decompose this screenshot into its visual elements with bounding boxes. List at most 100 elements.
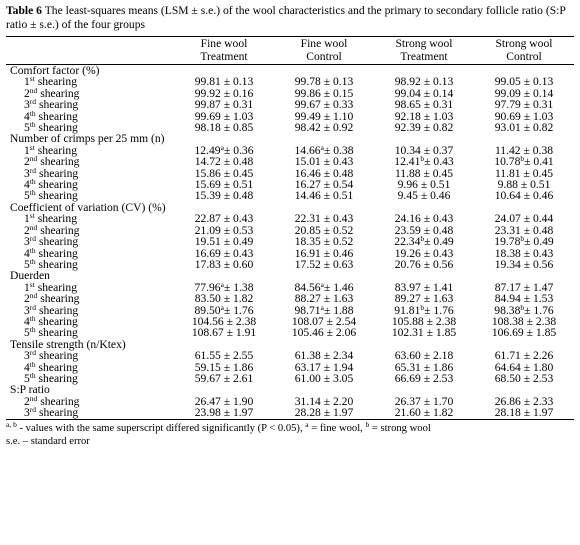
table-cell: 91.81b± 1.76 <box>394 302 454 317</box>
table-cell: 108.38 ± 2.38 <box>491 314 557 328</box>
section-row: Comfort factor (%) <box>6 65 574 77</box>
row-label: 1st shearing <box>24 142 77 157</box>
table-cell: 19.78b± 0.49 <box>494 234 554 249</box>
row-label: 5th shearing <box>24 370 78 385</box>
table-cell: 14.66a± 0.38 <box>294 142 354 157</box>
table-cell: 99.92 ± 0.16 <box>194 86 254 100</box>
table-cell: 17.83 ± 0.60 <box>194 257 254 271</box>
table-cell: 98.65 ± 0.31 <box>394 98 454 112</box>
table-cell: 61.71 ± 2.26 <box>494 349 554 363</box>
row-label: 3rd shearing <box>24 97 79 112</box>
row-label: 4th shearing <box>24 359 78 374</box>
table-cell: 92.39 ± 0.82 <box>394 121 454 135</box>
header-strong-treatment: Strong wool Treatment <box>374 36 474 65</box>
table-cell: 28.18 ± 1.97 <box>474 407 574 420</box>
table-cell: 98.42 ± 0.92 <box>294 121 354 135</box>
section-title: Number of crimps per 25 mm (n) <box>10 132 165 146</box>
table-cell: 65.31 ± 1.86 <box>394 360 454 374</box>
table-cell: 9.96 ± 0.51 <box>397 178 451 192</box>
table-cell: 89.27 ± 1.63 <box>394 292 454 306</box>
row-label: 4th shearing <box>24 108 78 123</box>
table-row: 3rd shearing 23.98 ± 1.97 28.28 ± 1.97 21.6… <box>6 406 574 420</box>
table-cell: 90.69 ± 1.03 <box>494 109 554 123</box>
section-title: S:P ratio <box>10 383 50 397</box>
table-cell: 77.96a± 1.38 <box>194 279 254 294</box>
row-label: 3rd shearing <box>24 165 79 180</box>
table-cell: 108.07 ± 2.54 <box>291 314 357 328</box>
row-label: 5th shearing <box>24 188 78 203</box>
table-cell: 105.46 ± 2.06 <box>291 326 357 340</box>
table-cell: 12.49a± 0.36 <box>194 142 254 157</box>
table-row: 3rd shearing 61.55 ± 2.55 61.38 ± 2.34 63.6… <box>6 348 574 363</box>
table-cell: 12.41b± 0.43 <box>394 154 454 169</box>
table-cell: 19.34 ± 0.56 <box>494 257 554 271</box>
table-cell: 99.67 ± 0.33 <box>294 98 354 112</box>
footnote-se: s.e. – standard error <box>6 435 90 447</box>
table-cell: 88.27 ± 1.63 <box>294 292 354 306</box>
table-cell: 24.07 ± 0.44 <box>494 212 554 226</box>
table-cell: 10.34 ± 0.37 <box>394 143 454 157</box>
table-cell: 104.56 ± 2.38 <box>191 314 257 328</box>
table-cell: 23.31 ± 0.48 <box>494 223 554 237</box>
table-cell: 68.50 ± 2.53 <box>494 371 554 385</box>
table-cell: 28.28 ± 1.97 <box>274 407 374 420</box>
table-cell: 16.91 ± 0.46 <box>294 246 354 260</box>
table-cell: 26.47 ± 1.90 <box>194 394 254 408</box>
row-label: 2nd shearing <box>24 222 80 237</box>
table-cell: 16.46 ± 0.48 <box>294 166 354 180</box>
table-cell: 20.85 ± 0.52 <box>294 223 354 237</box>
table-cell: 17.52 ± 0.63 <box>294 257 354 271</box>
table-row: 5th shearing 15.39 ± 0.48 14.46 ± 0.51 9.45… <box>6 188 574 203</box>
table-row: 4th shearing 59.15 ± 1.86 63.17 ± 1.94 65.3… <box>6 359 574 374</box>
results-table: Fine wool Treatment Fine wool Control Stro… <box>6 36 574 420</box>
table-cell: 14.72 ± 0.48 <box>194 155 254 169</box>
table-cell: 61.55 ± 2.55 <box>194 349 254 363</box>
table-cell: 15.01 ± 0.43 <box>294 155 354 169</box>
table-cell: 98.18 ± 0.85 <box>194 121 254 135</box>
table-cell: 92.18 ± 1.03 <box>394 109 454 123</box>
table-row: 5th shearing 59.67 ± 2.61 61.00 ± 3.05 66.6… <box>6 370 574 385</box>
table-cell: 105.88 ± 2.38 <box>391 314 457 328</box>
table-row: 4th shearing 104.56 ± 2.38 108.07 ± 2.54 10… <box>6 313 574 328</box>
row-label: 5th shearing <box>24 325 78 340</box>
table-label: Table 6 <box>6 4 42 17</box>
table-cell: 15.69 ± 0.51 <box>194 178 254 192</box>
table-cell: 10.78b± 0.41 <box>494 154 554 169</box>
row-label: 3rd shearing <box>24 348 79 363</box>
table-cell: 99.05 ± 0.13 <box>494 75 554 89</box>
table-row: 3rd shearing 89.50a± 1.76 98.71a± 1.88 91.8… <box>6 302 574 317</box>
table-cell: 99.86 ± 0.15 <box>294 86 354 100</box>
row-label: 4th shearing <box>24 313 78 328</box>
table-cell: 84.56a± 1.46 <box>294 279 354 294</box>
table-caption-text: The least-squares means (LSM ± s.e.) of … <box>6 4 566 31</box>
table-cell: 99.49 ± 1.10 <box>294 109 354 123</box>
table-row: 2nd shearing 83.50 ± 1.82 88.27 ± 1.63 89.2… <box>6 292 574 306</box>
row-label: 2nd shearing <box>24 85 80 100</box>
table-cell: 15.86 ± 0.45 <box>194 166 254 180</box>
table-row: 3rd shearing 19.51 ± 0.49 18.35 ± 0.52 22.3… <box>6 234 574 249</box>
table-row: 4th shearing 16.69 ± 0.43 16.91 ± 0.46 19.2… <box>6 245 574 260</box>
table-cell: 93.01 ± 0.82 <box>494 121 554 135</box>
table-cell: 99.87 ± 0.31 <box>194 98 254 112</box>
table-cell: 84.94 ± 1.53 <box>494 292 554 306</box>
table-cell: 89.50a± 1.76 <box>194 302 254 317</box>
table-cell: 16.69 ± 0.43 <box>194 246 254 260</box>
table-cell: 10.64 ± 0.46 <box>494 189 554 203</box>
table-cell: 11.42 ± 0.38 <box>494 143 554 157</box>
table-cell: 63.60 ± 2.18 <box>394 349 454 363</box>
section-title: Tensile strength (n/Ktex) <box>10 337 126 351</box>
table-cell: 23.98 ± 1.97 <box>174 407 274 420</box>
row-label: 4th shearing <box>24 245 78 260</box>
table-row: 3rd shearing 99.87 ± 0.31 99.67 ± 0.33 98.6… <box>6 97 574 112</box>
table-cell: 97.79 ± 0.31 <box>494 98 554 112</box>
row-label: 1st shearing <box>24 74 77 89</box>
table-cell: 15.39 ± 0.48 <box>194 189 254 203</box>
header-strong-control: Strong wool Control <box>474 36 574 65</box>
table-row: 2nd shearing 14.72 ± 0.48 15.01 ± 0.43 12.4… <box>6 154 574 169</box>
table-cell: 11.88 ± 0.45 <box>394 166 454 180</box>
table-cell: 24.16 ± 0.43 <box>394 212 454 226</box>
table-row: 3rd shearing 15.86 ± 0.45 16.46 ± 0.48 11.8… <box>6 165 574 180</box>
row-label: 5th shearing <box>24 256 78 271</box>
row-label: 3rd shearing <box>6 406 174 420</box>
table-cell: 19.51 ± 0.49 <box>194 235 254 249</box>
